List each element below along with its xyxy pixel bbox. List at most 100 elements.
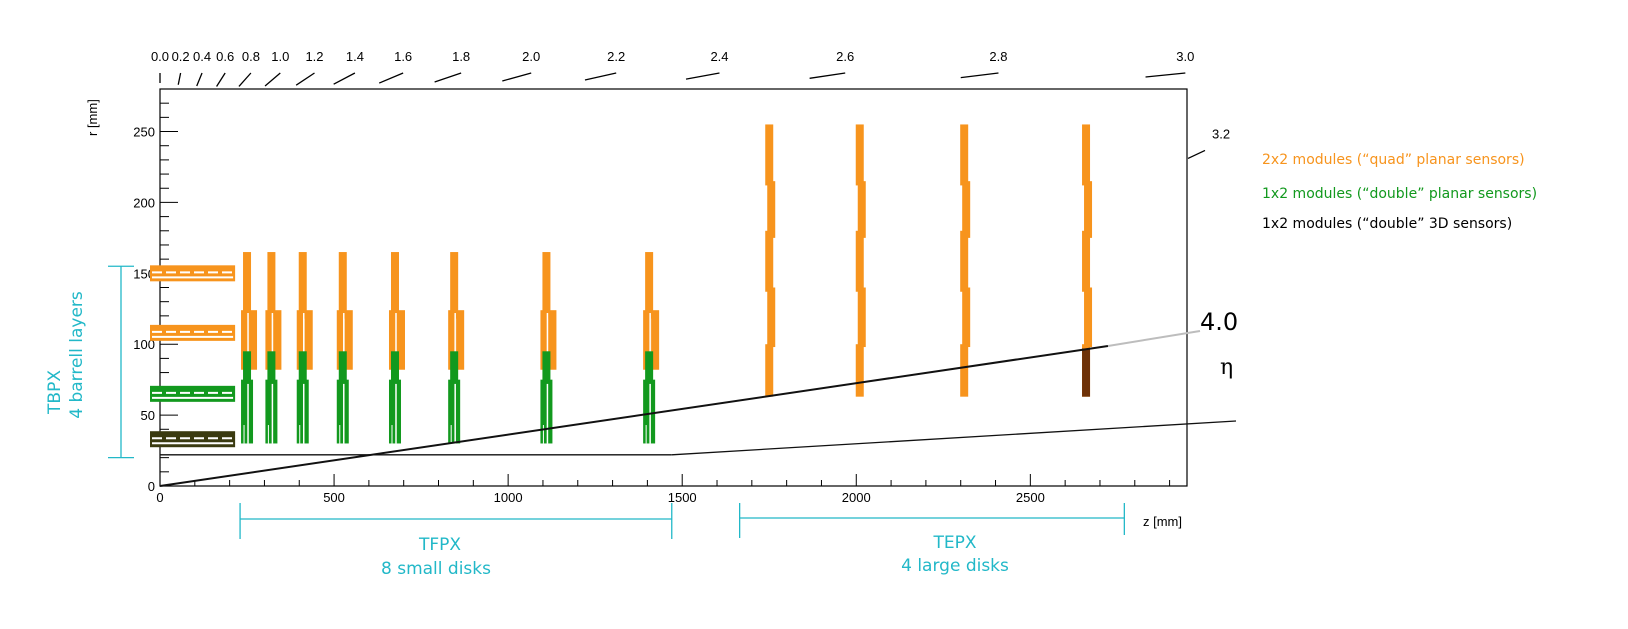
legend-quad: 2x2 modules (“quad” planar sensors) [1262, 152, 1525, 168]
eta-tick-label: 1.8 [452, 49, 470, 64]
tfpx-quad-module [548, 310, 557, 370]
tfpx-quad-module [296, 310, 305, 370]
x-tick-label: 2000 [842, 490, 871, 505]
eta-tick-label: 1.0 [271, 49, 289, 64]
tfpx-quad-module [651, 310, 660, 370]
eta-tick [333, 72, 356, 85]
eta-symbol: η [1220, 355, 1233, 380]
y-tick-label: 100 [133, 337, 155, 352]
tfpx-title: TFPX [418, 535, 461, 555]
x-tick-label: 1000 [494, 490, 523, 505]
tfpx-double-module [296, 379, 309, 444]
tfpx-double-module [265, 379, 278, 444]
tfpx-quad-module [304, 310, 313, 370]
tfpx-double-module [241, 379, 254, 444]
eta-tick-label: 1.2 [305, 49, 323, 64]
eta-tick [295, 72, 315, 86]
eta-tick [378, 72, 404, 84]
x-tick-label: 500 [323, 490, 345, 505]
eta-scale: 0.0 0.2 0.4 0.6 0.8 1.0 1.2 1.4 1.6 1.8 2.0 2.2 2.4 2… [151, 49, 1230, 160]
eta-tick-label: 3.0 [1176, 49, 1194, 64]
eta-tick [216, 72, 226, 87]
tepx-quad-module [1082, 124, 1091, 186]
eta-tick-label: 0.8 [242, 49, 260, 64]
eta-tick-label: 0.2 [172, 49, 190, 64]
eta-tick-label: 1.4 [346, 49, 364, 64]
axes: 0 500 1000 1500 2000 2500 0 50 100 150 200 250 [133, 102, 1171, 505]
tepx-quad-module [960, 124, 969, 186]
eta-tick [502, 72, 532, 82]
tepx-quad-module [767, 181, 776, 238]
plot-border [159, 88, 1188, 487]
tfpx-quad-module [298, 252, 307, 319]
tfpx-quad-module [265, 310, 274, 370]
tepx-title: TEPX [932, 533, 976, 553]
tfpx-quad-module [241, 310, 250, 370]
tepx-subtitle: 4 large disks [901, 556, 1009, 576]
eta-tick-label: 0.0 [151, 49, 169, 64]
eta-tick [264, 72, 281, 87]
tfpx-quad-module [273, 310, 282, 370]
eta-tick-label: 2.4 [710, 49, 728, 64]
tfpx-quad-module [456, 310, 465, 370]
y-tick-label: 250 [133, 125, 155, 140]
eta-tick [177, 72, 182, 85]
tepx-quad-module [767, 287, 776, 348]
tfpx-double-module [388, 379, 401, 444]
eta-tick-label: 0.6 [216, 49, 234, 64]
tfpx-quad-module [448, 310, 457, 370]
eta-tick-label: 2.6 [836, 49, 854, 64]
eta-40-line [159, 345, 1109, 487]
y-tick-label: 150 [133, 266, 155, 281]
tepx-quad-module [765, 230, 774, 292]
legend-double: 1x2 modules (“double” planar sensors) [1262, 186, 1537, 202]
eta-tick [685, 72, 720, 80]
tfpx-quad-module [344, 310, 353, 370]
eta-tick [238, 72, 252, 87]
tfpx-quad-module [542, 252, 551, 319]
eta-40-label: 4.0 [1200, 308, 1238, 336]
eta-tick [1187, 149, 1206, 160]
eta-tick [1145, 72, 1186, 78]
tbpx-title: TBPX [45, 370, 65, 415]
tfpx-quad-module [390, 252, 399, 319]
tepx-quad-module [962, 181, 971, 238]
x-tick-label: 2500 [1016, 490, 1045, 505]
tfpx-double-module [540, 379, 553, 444]
tfpx-quad-module [338, 252, 347, 319]
tfpx-double-module [643, 379, 656, 444]
x-axis-label: z [mm] [1143, 514, 1182, 529]
tepx-3d-module [1082, 348, 1091, 397]
reference-lines [159, 330, 1237, 487]
tepx-quad-module [1084, 287, 1093, 348]
tfpx-double-module [336, 379, 349, 444]
tfpx-quad-module [267, 252, 276, 319]
eta-tick-label: 2.0 [522, 49, 540, 64]
eta-tick-label: 3.2 [1212, 126, 1230, 141]
tfpx-quad-module [249, 310, 258, 370]
tfpx-quad-module [243, 252, 252, 319]
y-axis-label: r [mm] [85, 99, 100, 136]
legend-3d: 1x2 modules (“double” 3D sensors) [1262, 216, 1512, 232]
tepx-quad-module [1084, 181, 1093, 238]
tepx-quad-module [855, 124, 864, 186]
beam-pipe-line [671, 420, 1237, 456]
x-tick-label: 1500 [668, 490, 697, 505]
y-tick-label: 50 [141, 408, 155, 423]
eta-tick [809, 72, 846, 79]
tfpx-quad-module [396, 310, 405, 370]
eta-tick-label: 1.6 [394, 49, 412, 64]
plot-frame [159, 88, 1188, 487]
tfpx-quad-module [388, 310, 397, 370]
eta-tick [434, 72, 462, 83]
eta-tick-label: 2.8 [989, 49, 1007, 64]
tepx-quad-module [960, 344, 969, 397]
tepx-quad-module [855, 230, 864, 292]
tfpx-quad-module [336, 310, 345, 370]
tfpx-quad-module [450, 252, 459, 319]
tfpx-quad-module [643, 310, 652, 370]
eta-tick-label: 2.2 [607, 49, 625, 64]
tfpx-double-module [448, 379, 461, 444]
tepx-quad-module [765, 344, 774, 397]
